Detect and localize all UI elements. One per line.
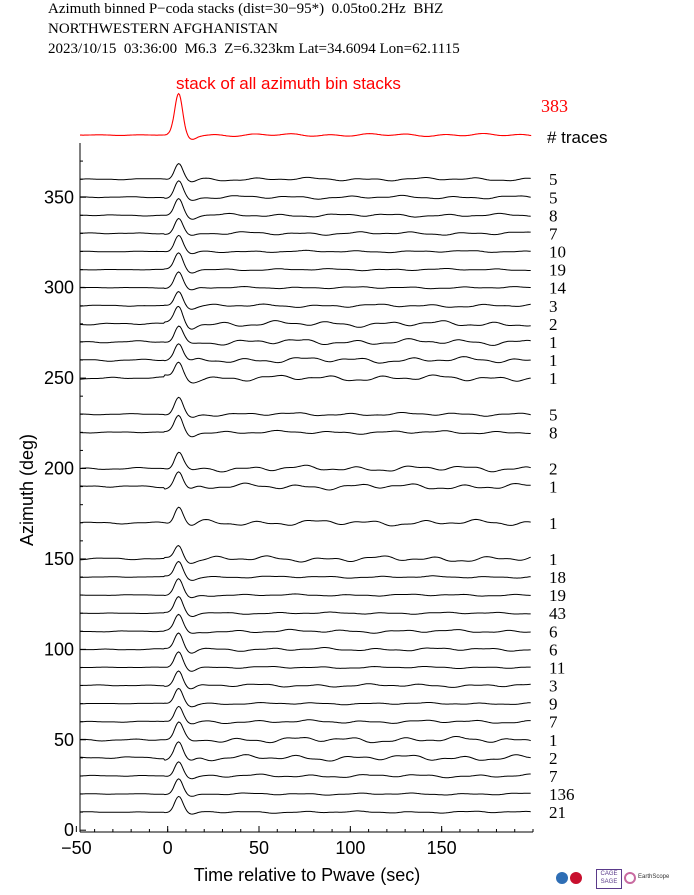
stack-title: stack of all azimuth bin stacks [176,74,401,93]
traces-count-header: # traces [547,128,608,147]
trace-count: 1 [549,478,558,497]
azimuth-trace [79,721,531,744]
stack-trace [80,92,532,140]
x-tick-label: 100 [335,838,365,858]
azimuth-trace [80,197,531,220]
trace-count: 6 [549,622,558,641]
azimuth-trace [80,291,531,310]
azimuth-trace [79,451,531,473]
trace-count: 9 [549,695,558,714]
azimuth-trace [79,343,531,364]
trace-count: 2 [549,315,558,334]
trace-count: 3 [549,297,558,316]
x-tick-label: 0 [163,838,173,858]
azimuth-trace [80,545,531,564]
trace-count: 7 [549,224,558,243]
x-tick-label: 50 [249,838,269,858]
azimuth-trace [79,705,531,725]
trace-count: 5 [549,188,558,207]
trace-count: 7 [549,713,558,732]
trace-count: 1 [549,333,558,352]
azimuth-trace [80,180,531,201]
x-tick-label: −50 [61,838,92,858]
trace-count: 21 [549,803,566,822]
y-tick-label: 350 [44,187,74,207]
earthscope-logo-text: EarthScope [638,874,670,880]
trace-count-labels: 5587101914321115821111819436611397127136… [549,170,575,822]
azimuth-trace [79,325,531,346]
azimuth-trace [80,651,531,672]
trace-count: 6 [549,640,558,659]
trace-count: 2 [549,460,558,479]
trace-count: 14 [549,279,567,298]
y-tick-label: 100 [44,639,74,659]
azimuth-trace [79,234,531,255]
x-axis-label: Time relative to Pwave (sec) [194,865,420,885]
x-tick-label: 150 [427,838,457,858]
trace-count: 19 [549,586,566,605]
trace-group [79,163,531,815]
sponsor-logos: CAGE SAGE EarthScope [556,868,686,890]
azimuth-trace [80,560,531,581]
partner-logo-icon [570,872,582,884]
trace-count: 1 [549,351,558,370]
trace-count: 1 [549,731,558,750]
azimuth-trace [80,396,531,418]
trace-count: 3 [549,677,558,696]
stack-trace-count: 383 [541,96,568,116]
cage-sage-logo-icon: CAGE SAGE [596,869,622,889]
trace-count: 19 [549,261,566,280]
azimuth-trace [80,471,531,491]
y-axis-label: Azimuth (deg) [17,434,37,546]
header-line-2: NORTHWESTERN AFGHANISTAN [48,21,278,37]
azimuth-trace [79,761,531,780]
azimuth-trace [80,778,531,797]
azimuth-trace [80,596,531,618]
azimuth-trace [79,217,531,236]
trace-count: 10 [549,243,566,262]
azimuth-trace [79,163,531,183]
nsf-logo-icon [556,872,568,884]
header-line-3: 2023/10/15 03:36:00 M6.3 Z=6.323km Lat=3… [48,41,460,57]
trace-count: 5 [549,405,558,424]
trace-count: 1 [549,514,558,533]
azimuth-trace [79,305,531,330]
y-tick-label: 0 [64,820,74,840]
y-tick-label: 250 [44,368,74,388]
azimuth-trace [79,687,531,708]
trace-count: 2 [549,749,558,768]
azimuth-trace [80,795,531,815]
azimuth-trace [79,361,531,384]
trace-count: 8 [549,206,558,225]
azimuth-trace [80,578,531,599]
azimuth-trace [79,506,531,527]
trace-count: 136 [549,785,575,804]
trace-count: 8 [549,423,558,442]
y-tick-label: 300 [44,278,74,298]
trace-count: 43 [549,604,566,623]
y-tick-label: 200 [44,459,74,479]
trace-count: 11 [549,658,565,677]
azimuth-trace [80,613,531,634]
trace-count: 5 [549,170,558,189]
azimuth-trace [80,271,531,291]
azimuth-trace [80,252,531,274]
trace-count: 18 [549,568,566,587]
azimuth-trace [79,670,531,690]
azimuth-trace [80,632,531,654]
header-line-1: Azimuth binned P−coda stacks (dist=30−95… [48,1,444,17]
earthscope-logo-icon [624,872,636,884]
azimuth-trace [79,741,531,762]
y-tick-label: 150 [44,549,74,569]
y-tick-label: 50 [54,730,74,750]
azimuth-trace [80,414,531,438]
trace-count: 7 [549,767,558,786]
trace-count: 1 [549,369,558,388]
trace-count: 1 [549,550,558,569]
